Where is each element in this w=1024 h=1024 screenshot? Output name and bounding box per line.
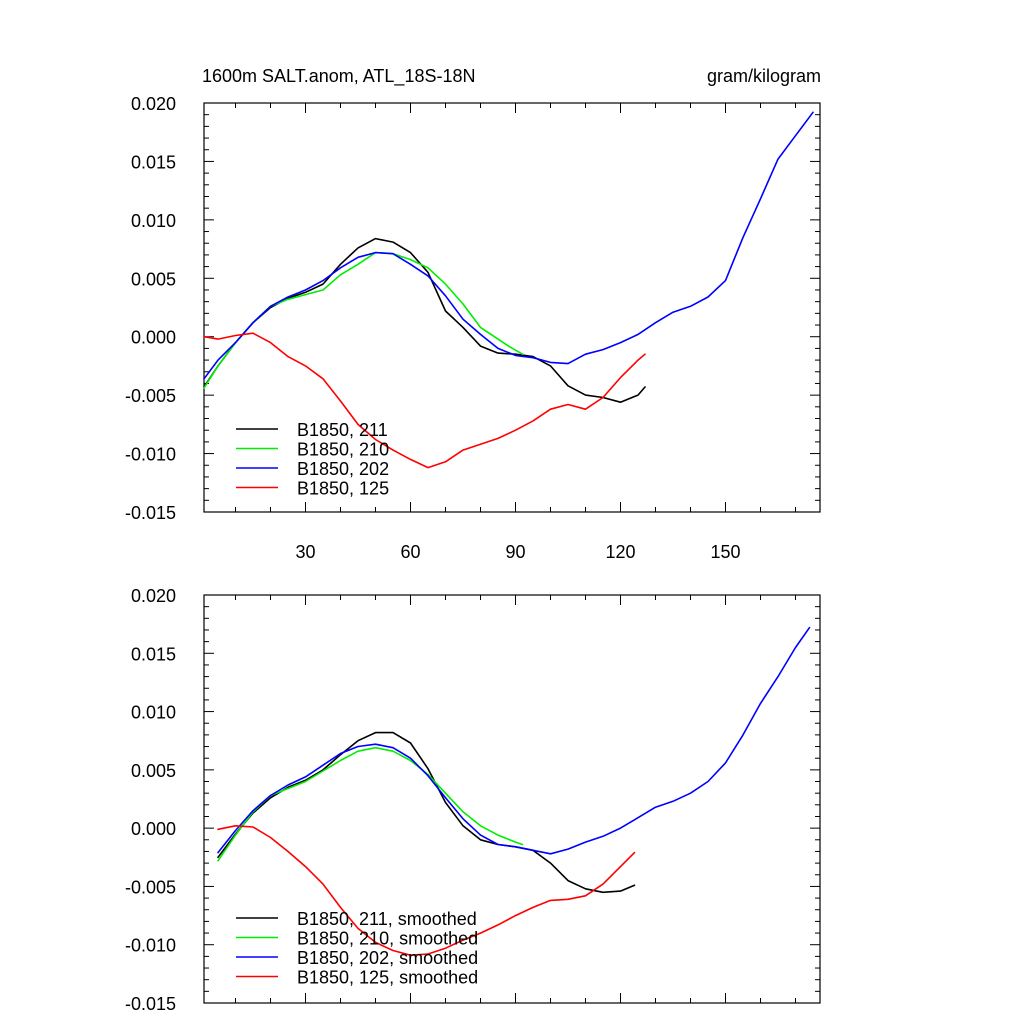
y-tick-label: 0.010 xyxy=(131,211,176,231)
y-tick-label: -0.005 xyxy=(125,386,176,406)
y-tick-label: -0.005 xyxy=(125,877,176,897)
x-tick-label: 90 xyxy=(505,542,525,562)
y-tick-label: 0.020 xyxy=(131,586,176,606)
plot-frame xyxy=(203,102,821,513)
bottom-panel: -0.015 -0.010 -0.005 0.000 0.005 0.010 0.015 0.… xyxy=(125,586,821,1014)
y-tick-label: -0.010 xyxy=(125,936,176,956)
y-tick-label: 0.010 xyxy=(131,703,176,723)
x-tick-label: 60 xyxy=(400,542,420,562)
y-tick-label: 0.005 xyxy=(131,761,176,781)
y-tick-label: 0.015 xyxy=(131,152,176,172)
legend-label: B1850, 202, smoothed xyxy=(297,948,478,968)
y-tick-label: 0.020 xyxy=(131,94,176,114)
series-line xyxy=(203,251,524,389)
legend-label: B1850, 210 xyxy=(297,440,389,460)
y-tick-label: 0.015 xyxy=(131,644,176,664)
series-line xyxy=(217,626,811,855)
x-tick-label: 120 xyxy=(605,542,635,562)
legend-label: B1850, 125, smoothed xyxy=(297,968,478,988)
series-line xyxy=(203,111,814,380)
series-line xyxy=(217,824,636,957)
legend-label: B1850, 202 xyxy=(297,459,389,479)
top-panel: -0.015 -0.010 -0.005 0.000 0.005 0.010 0.015 0.… xyxy=(125,94,821,562)
plot-title: 1600m SALT.anom, ATL_18S-18N xyxy=(202,66,476,87)
legend-label: B1850, 125 xyxy=(297,479,389,499)
series-line xyxy=(203,332,646,469)
y-tick-label: -0.015 xyxy=(125,503,176,523)
y-tick-label: 0.000 xyxy=(131,819,176,839)
legend-label: B1850, 211 xyxy=(297,420,388,440)
x-tick-label: 30 xyxy=(295,542,315,562)
y-tick-label: 0.005 xyxy=(131,269,176,289)
legend-label: B1850, 211, smoothed xyxy=(297,909,477,929)
x-tick-label: 150 xyxy=(710,542,740,562)
series-line xyxy=(217,731,636,894)
plot-frame xyxy=(203,594,821,1004)
units-label: gram/kilogram xyxy=(707,66,821,86)
legend-label: B1850, 210, smoothed xyxy=(297,929,478,949)
series-line xyxy=(203,237,646,404)
y-tick-label: 0.000 xyxy=(131,328,176,348)
y-tick-label: -0.015 xyxy=(125,994,176,1014)
y-tick-label: -0.010 xyxy=(125,445,176,465)
